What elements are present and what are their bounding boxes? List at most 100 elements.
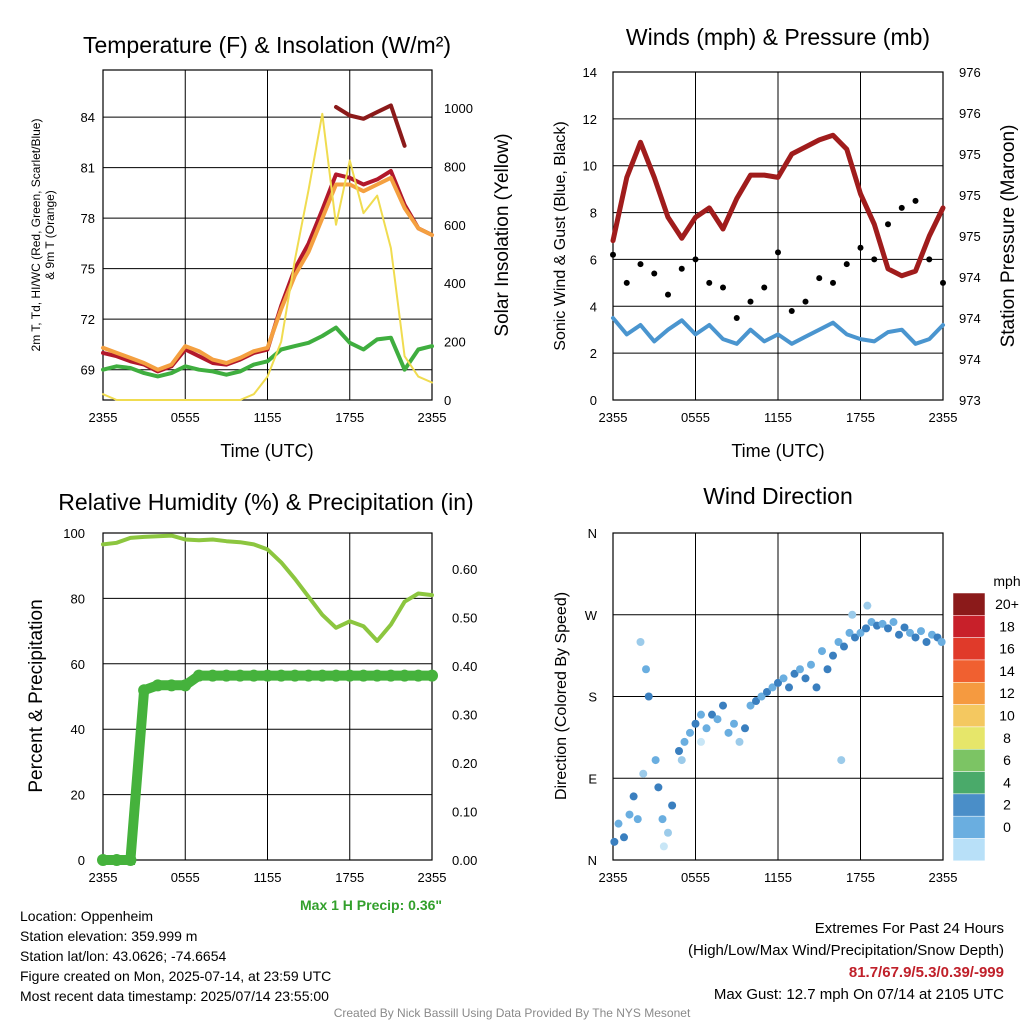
wdir-point bbox=[724, 728, 733, 737]
rh-precip-line bbox=[98, 670, 437, 865]
rh-xtick-label: 1155 bbox=[254, 870, 282, 885]
wdir-point bbox=[730, 719, 738, 728]
rh-ylabel: Percent & Precipitation bbox=[26, 599, 47, 792]
wind-y2tick-label: 976 bbox=[959, 106, 981, 121]
wind-gust-point bbox=[706, 279, 713, 286]
station-latlon: Station lat/lon: 43.0626; -74.6654 bbox=[20, 948, 227, 964]
rh-ytick-label: 60 bbox=[71, 657, 85, 672]
wind-gust-point bbox=[843, 261, 850, 268]
wdir-colorbar-label: 8 bbox=[1003, 730, 1011, 746]
wind-ytick-label: 12 bbox=[583, 112, 597, 127]
wdir-point bbox=[658, 815, 667, 824]
wind-gust-point bbox=[775, 249, 781, 256]
temp-xtick-label: 2355 bbox=[418, 410, 447, 425]
wind-xtick-label: 2355 bbox=[599, 410, 628, 425]
wdir-point bbox=[686, 728, 694, 737]
wdir-xtick-label: 1755 bbox=[846, 870, 875, 885]
wdir-point bbox=[922, 638, 931, 646]
wdir-point bbox=[719, 701, 727, 710]
rh-y2tick-label: 0.00 bbox=[452, 853, 477, 868]
wind-gust-point bbox=[665, 291, 671, 298]
wdir-point bbox=[746, 701, 755, 710]
temp-ytick-label: 75 bbox=[81, 262, 95, 277]
wdir-point bbox=[785, 683, 793, 692]
wind-y2tick-label: 974 bbox=[959, 311, 981, 326]
wdir-colorbar-label: 12 bbox=[999, 685, 1015, 701]
wind-y2tick-label: 975 bbox=[959, 188, 981, 203]
rh-title: Relative Humidity (%) & Precipitation (i… bbox=[58, 489, 473, 515]
wdir-colorbar-swatch bbox=[952, 748, 986, 772]
rh-y2tick-label: 0.40 bbox=[452, 659, 477, 674]
wdir-xtick-label: 0555 bbox=[681, 870, 710, 885]
wdir-point bbox=[629, 792, 638, 801]
rh-xtick-label: 1755 bbox=[335, 870, 364, 885]
wind-gust-point bbox=[747, 298, 754, 305]
wind-ytick-label: 8 bbox=[590, 206, 597, 221]
wdir-ytick-label: N bbox=[588, 853, 597, 868]
station-elevation: Station elevation: 359.999 m bbox=[20, 928, 198, 944]
wdir-point bbox=[636, 638, 645, 646]
wdir-ytick-label: W bbox=[585, 608, 598, 623]
rh-xtick-label: 2355 bbox=[89, 870, 118, 885]
wdir-xtick-label: 2355 bbox=[929, 870, 958, 885]
rh-xtick-label: 0555 bbox=[171, 870, 200, 885]
wdir-point bbox=[691, 719, 700, 728]
wind-gust-point bbox=[940, 279, 946, 286]
temp-ytick-label: 69 bbox=[81, 363, 95, 378]
wdir-ytick-label: E bbox=[588, 771, 597, 786]
wdir-point bbox=[654, 783, 663, 792]
wdir-colorbar-swatch bbox=[952, 592, 986, 616]
wind-gust-point bbox=[885, 221, 891, 228]
temp-ytick-label: 78 bbox=[81, 211, 95, 226]
wdir-colorbar-swatch bbox=[952, 726, 986, 750]
wdir-point bbox=[911, 633, 920, 642]
temp-xlabel: Time (UTC) bbox=[220, 441, 313, 461]
wind-ytick-label: 14 bbox=[583, 65, 597, 80]
wdir-point bbox=[713, 715, 722, 724]
extremes-info: Extremes For Past 24 Hours (High/Low/Max… bbox=[688, 918, 1004, 1006]
wdir-point bbox=[848, 610, 857, 619]
temp-y2tick-label: 800 bbox=[444, 159, 466, 174]
wdir-colorbar-label: 0 bbox=[1003, 819, 1011, 835]
extremes-heading: Extremes For Past 24 Hours bbox=[814, 920, 1004, 937]
wdir-point bbox=[752, 697, 760, 706]
wind-gust-point bbox=[692, 256, 699, 263]
wdir-point bbox=[779, 674, 788, 683]
rh-y2tick-label: 0.60 bbox=[452, 562, 477, 577]
wdir-colorbar-label: 4 bbox=[1003, 774, 1011, 790]
wind-gust-point bbox=[720, 284, 726, 291]
wdir-point bbox=[668, 801, 677, 810]
temp-xtick-label: 0555 bbox=[171, 410, 200, 425]
wdir-colorbar-label: 14 bbox=[999, 663, 1015, 679]
wdir-point bbox=[675, 747, 683, 755]
temp-xtick-label: 1755 bbox=[335, 410, 364, 425]
wdir-point bbox=[741, 724, 749, 733]
wdir-ytick-label: S bbox=[588, 690, 597, 705]
rh-ytick-label: 100 bbox=[63, 526, 85, 541]
wdir-point bbox=[837, 756, 846, 765]
wdir-point bbox=[644, 692, 653, 701]
wind-xtick-label: 0555 bbox=[681, 410, 710, 425]
wdir-point bbox=[708, 710, 716, 719]
wind-gust-point bbox=[830, 279, 836, 286]
wdir-point bbox=[697, 737, 705, 746]
figure-created: Figure created on Mon, 2025-07-14, at 23… bbox=[20, 968, 332, 984]
wdir-ytick-label: N bbox=[588, 526, 597, 541]
temp-series-td bbox=[101, 325, 434, 379]
temp-series-t9m bbox=[101, 175, 434, 372]
wdir-point bbox=[664, 828, 672, 837]
wdir-point bbox=[807, 660, 815, 669]
temp-y2tick-label: 600 bbox=[444, 218, 466, 233]
wind-ytick-label: 0 bbox=[590, 393, 597, 408]
wdir-point bbox=[895, 630, 903, 639]
wind-gust-point bbox=[857, 244, 864, 251]
wdir-point bbox=[906, 628, 914, 637]
wdir-ylabel: Direction (Colored By Speed) bbox=[553, 592, 570, 800]
rh-ytick-label: 80 bbox=[71, 591, 85, 606]
wdir-colorbar-swatch bbox=[952, 793, 986, 817]
wdir-point bbox=[677, 756, 686, 765]
wdir-colorbar-label: 10 bbox=[999, 708, 1015, 724]
wdir-point bbox=[610, 837, 619, 846]
wdir-point bbox=[840, 642, 848, 651]
